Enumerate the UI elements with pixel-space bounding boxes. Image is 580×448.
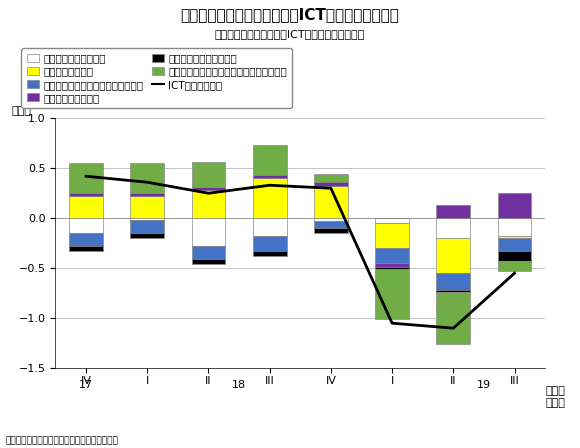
Text: （期）: （期） [545, 386, 565, 396]
Bar [375, 263, 409, 267]
Bar [253, 218, 287, 236]
Bar [314, 174, 348, 182]
Text: 18: 18 [232, 380, 246, 390]
Text: 図表４　鉱工業生産に占めるICT関連品目の寄与度: 図表４ 鉱工業生産に占めるICT関連品目の寄与度 [180, 7, 400, 22]
Bar [69, 233, 103, 246]
Text: （出所）経済産業省「鉱工業指数」より作成。: （出所）経済産業省「鉱工業指数」より作成。 [6, 437, 119, 446]
Bar [498, 251, 531, 261]
Text: （％）: （％） [12, 106, 31, 116]
Bar [69, 218, 103, 233]
Bar [375, 218, 409, 223]
Bar [498, 218, 531, 236]
Text: 19: 19 [477, 380, 491, 390]
Bar [314, 221, 348, 228]
Bar [314, 182, 348, 186]
Bar [130, 193, 164, 196]
Bar [437, 218, 470, 238]
Bar [69, 163, 103, 193]
Text: （年）: （年） [545, 398, 565, 408]
Bar [498, 236, 531, 238]
Bar [191, 190, 225, 218]
Bar [253, 251, 287, 256]
Bar [437, 238, 470, 273]
Bar [498, 238, 531, 251]
Bar [130, 220, 164, 233]
Bar [130, 163, 164, 193]
Bar [314, 228, 348, 233]
Bar [191, 218, 225, 246]
Bar [253, 236, 287, 251]
Bar [498, 261, 531, 271]
Text: 鉱工業生産指数に占めるICT関連品目別の寄与度: 鉱工業生産指数に占めるICT関連品目別の寄与度 [215, 29, 365, 39]
Bar [375, 223, 409, 248]
Bar [191, 162, 225, 187]
Bar [314, 186, 348, 218]
Bar [191, 259, 225, 264]
Bar [130, 218, 164, 220]
Bar [375, 248, 409, 263]
Bar [437, 273, 470, 290]
Bar [498, 193, 531, 218]
Bar [69, 196, 103, 218]
Bar [253, 145, 287, 175]
Bar [69, 246, 103, 251]
Bar [130, 196, 164, 218]
Bar [375, 267, 409, 269]
Legend: その他の品目・寄与度, 集積回路・寄与度, 電子部品・回路・デバイス・寄与度, 電子計算機・寄与度, 民生用電子機械・寄与度, 半導体・フラットパネル製造装置・: その他の品目・寄与度, 集積回路・寄与度, 電子部品・回路・デバイス・寄与度, … [21, 48, 292, 108]
Bar [130, 233, 164, 238]
Bar [437, 290, 470, 292]
Bar [253, 175, 287, 178]
Bar [191, 187, 225, 190]
Bar [69, 193, 103, 196]
Bar [191, 246, 225, 259]
Text: 17: 17 [79, 380, 93, 390]
Bar [437, 205, 470, 218]
Bar [437, 292, 470, 344]
Bar [314, 218, 348, 221]
Bar [253, 178, 287, 218]
Bar [375, 269, 409, 319]
